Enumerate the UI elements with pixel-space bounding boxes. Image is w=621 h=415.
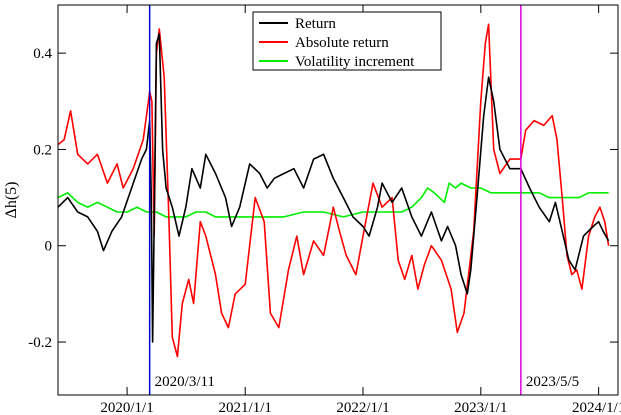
series-layer bbox=[57, 23, 610, 358]
x-tick-label: 2023/1/1 bbox=[454, 400, 507, 415]
series-line-volatility-increment bbox=[57, 182, 609, 218]
y-tick-label: 0 bbox=[45, 239, 53, 255]
legend-label-return: Return bbox=[295, 16, 336, 32]
x-tick-label: 2021/1/1 bbox=[219, 400, 272, 415]
legend-label-absolute-return: Absolute return bbox=[295, 35, 389, 51]
y-tick-label: 0.2 bbox=[33, 142, 52, 158]
plot-frame bbox=[57, 4, 619, 396]
y-axis-title: Δh(5) bbox=[3, 182, 20, 219]
series-line-return bbox=[57, 33, 610, 343]
annotation-layer: 2020/3/11 2023/5/5 bbox=[148, 5, 579, 395]
x-tick-label: 2024/1/1 bbox=[572, 400, 621, 415]
legend: Return Absolute return Volatility increm… bbox=[252, 11, 442, 71]
x-tick-label: 2020/1/1 bbox=[100, 400, 153, 415]
legend-label-volatility-increment: Volatility increment bbox=[295, 54, 415, 70]
y-tick-label: 0.4 bbox=[33, 46, 52, 62]
event-label-2020-3-11: 2020/3/11 bbox=[155, 374, 215, 390]
event-label-2023-5-5: 2023/5/5 bbox=[526, 374, 579, 390]
y-tick-label: -0.2 bbox=[28, 335, 52, 351]
axis-layer: 2020/1/1 2021/1/1 2022/1/1 2023/1/1 2024/1/1… bbox=[28, 5, 621, 415]
x-tick-label: 2022/1/1 bbox=[336, 400, 389, 415]
